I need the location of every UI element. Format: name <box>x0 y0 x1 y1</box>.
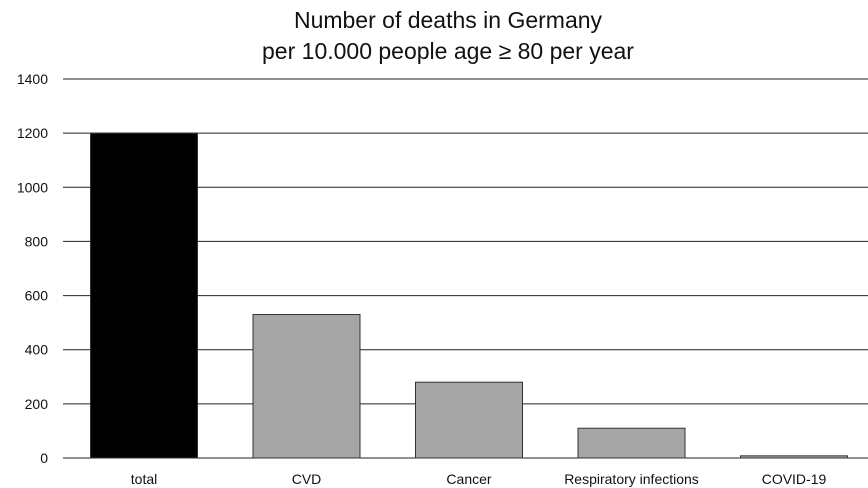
y-tick-label: 1000 <box>17 179 48 195</box>
bar-covid-19 <box>740 455 848 459</box>
x-category-label: CVD <box>292 471 322 487</box>
y-tick-label: 600 <box>25 288 49 304</box>
y-axis-tick-labels: 0 200 400 600 800 1000 1200 1400 <box>17 71 48 466</box>
y-tick-label: 800 <box>25 233 49 249</box>
bar-respiratory-infections <box>577 427 686 459</box>
y-tick-label: 200 <box>25 396 49 412</box>
y-tick-label: 1400 <box>17 71 48 87</box>
x-category-label: Respiratory infections <box>564 471 699 487</box>
bar-cancer <box>415 381 523 459</box>
x-category-label: total <box>131 471 157 487</box>
chart-title-line-2: per 10.000 people age ≥ 80 per year <box>262 38 634 64</box>
chart-title-line-1: Number of deaths in Germany <box>294 7 603 33</box>
x-category-label: COVID-19 <box>762 471 827 487</box>
bar-total <box>90 132 198 459</box>
y-tick-label: 400 <box>25 342 49 358</box>
bars <box>90 132 848 459</box>
x-axis-category-labels: total CVD Cancer Respiratory infections COVI… <box>131 471 827 487</box>
bar-cvd <box>252 314 361 459</box>
y-tick-label: 0 <box>40 450 48 466</box>
x-category-label: Cancer <box>446 471 491 487</box>
y-tick-label: 1200 <box>17 125 48 141</box>
